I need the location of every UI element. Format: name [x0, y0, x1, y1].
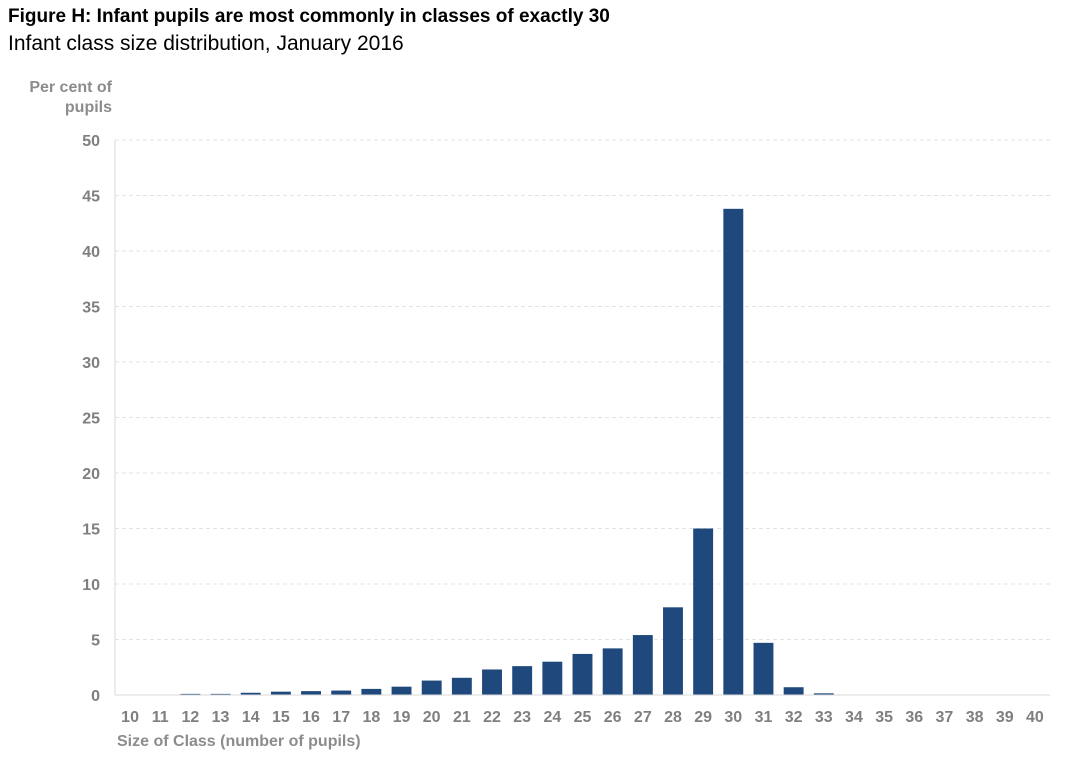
x-tick-label: 10 — [121, 709, 139, 726]
x-tick-label: 11 — [152, 709, 169, 726]
bar — [783, 687, 804, 695]
x-tick-label: 39 — [996, 709, 1014, 726]
y-tick-label: 20 — [82, 466, 100, 483]
x-tick-label: 37 — [936, 709, 954, 726]
x-tick-label: 13 — [212, 709, 230, 726]
bars — [180, 208, 834, 695]
bar — [451, 677, 472, 695]
y-tick-label: 50 — [82, 133, 100, 150]
bar — [240, 692, 261, 695]
x-tick-label: 30 — [724, 709, 742, 726]
x-tick-label: 40 — [1026, 709, 1044, 726]
y-tick-label: 25 — [82, 411, 100, 428]
x-tick-label: 26 — [604, 709, 622, 726]
y-tick-label: 15 — [82, 522, 100, 539]
y-tick-label: 45 — [82, 189, 100, 206]
y-tick-label: 5 — [91, 633, 100, 650]
bar — [602, 648, 623, 695]
bar — [391, 686, 412, 695]
y-tick-label: 30 — [82, 355, 100, 372]
bar — [572, 653, 593, 695]
x-tick-label: 19 — [393, 709, 411, 726]
bar — [482, 669, 502, 695]
bar — [331, 690, 352, 695]
x-tick-label: 38 — [966, 709, 984, 726]
bar — [361, 688, 382, 695]
bar — [693, 528, 714, 695]
x-tick-label: 33 — [815, 709, 833, 726]
bar — [542, 661, 563, 695]
x-axis-label: Size of Class (number of pupils) — [117, 733, 361, 750]
y-tick-label: 10 — [82, 577, 100, 594]
x-tick-label: 21 — [453, 709, 471, 726]
bar — [270, 691, 291, 695]
chart-subtitle: Infant class size distribution, January … — [8, 32, 404, 55]
x-tick-label: 31 — [755, 709, 773, 726]
gridlines — [115, 139, 1050, 640]
x-tick-label: 29 — [694, 709, 712, 726]
bar — [180, 693, 201, 695]
x-tick-label: 36 — [905, 709, 923, 726]
bar — [421, 680, 442, 695]
bar — [210, 693, 231, 695]
bar — [813, 693, 834, 695]
x-tick-label: 12 — [182, 709, 200, 726]
x-tick-label: 17 — [332, 709, 350, 726]
x-tick-label: 34 — [845, 709, 863, 726]
x-tick-labels: 10 11 12 13 14 15 16 17 18 19 20 21 22 23 24 25 26 27 28 29… — [121, 709, 1044, 726]
bar — [663, 607, 683, 695]
y-tick-label: 0 — [91, 688, 100, 705]
x-tick-label: 32 — [785, 709, 803, 726]
y-tick-labels: 0 5 10 15 20 25 30 35 40 45 50 — [82, 133, 100, 705]
x-tick-label: 24 — [543, 709, 561, 726]
x-tick-label: 18 — [362, 709, 380, 726]
x-tick-label: 20 — [423, 709, 441, 726]
x-tick-label: 15 — [272, 709, 290, 726]
x-tick-label: 22 — [483, 709, 501, 726]
x-tick-label: 16 — [302, 709, 320, 726]
bar — [512, 666, 533, 695]
y-axis-label: Per cent of pupils — [29, 79, 112, 116]
y-tick-label: 40 — [82, 244, 100, 261]
x-tick-label: 27 — [634, 709, 652, 726]
y-tick-label: 35 — [82, 300, 100, 317]
x-tick-label: 23 — [513, 709, 531, 726]
x-tick-label: 35 — [875, 709, 893, 726]
bar — [753, 642, 774, 695]
x-tick-label: 25 — [574, 709, 592, 726]
bar — [723, 208, 744, 695]
x-tick-label: 28 — [664, 709, 682, 726]
bar — [301, 691, 322, 695]
bar — [632, 635, 653, 695]
chart-title: Figure H: Infant pupils are most commonl… — [8, 6, 610, 27]
x-tick-label: 14 — [242, 709, 260, 726]
